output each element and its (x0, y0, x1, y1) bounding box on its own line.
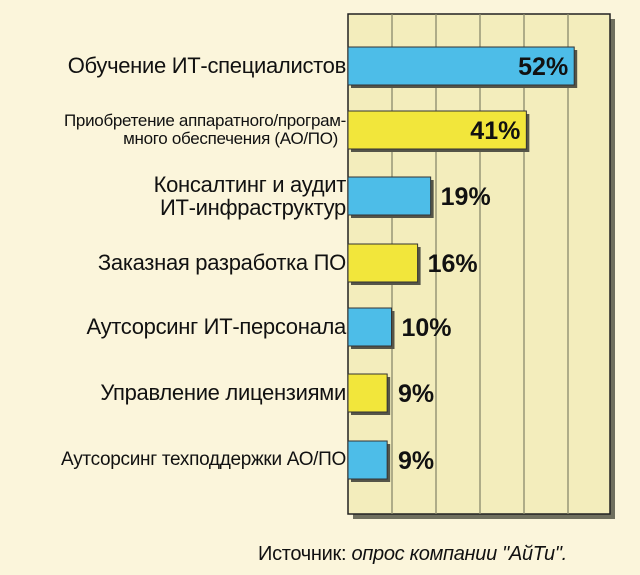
bar (347, 46, 575, 86)
bar (347, 440, 388, 480)
category-label-line: Консалтинг и аудит (153, 171, 347, 197)
source-note: Источник: опрос компании "АйТи". (258, 543, 567, 566)
value-label: 9% (398, 380, 434, 408)
bar (347, 373, 388, 413)
category-label: Приобретение аппаратного/програм-много о… (64, 112, 346, 148)
bar (347, 243, 419, 283)
value-label: 19% (441, 183, 491, 211)
category-label: Обучение ИТ-специалистов (67, 53, 347, 79)
category-label-line: много обеспечения (АО/ПО) (123, 128, 338, 148)
category-label-line: Заказная разработка ПО (97, 250, 346, 276)
category-label-line: Аутсорсинг техподдержки АО/ПО (61, 449, 346, 471)
gridlines (391, 14, 569, 514)
category-label-line: Обучение ИТ-специалистов (67, 53, 347, 79)
bars (347, 46, 578, 482)
category-label: Аутсорсинг техподдержки АО/ПО (61, 450, 346, 470)
category-label-line: Управление лицензиями (100, 380, 346, 406)
bar (347, 110, 527, 150)
source-prefix: Источник: (258, 543, 352, 565)
value-label: 41% (470, 117, 520, 145)
category-label: Консалтинг и аудит ИТ-инфраструктур (153, 171, 347, 220)
category-label: Аутсорсинг ИТ-персонала (86, 315, 346, 338)
category-label: Заказная разработка ПО (98, 251, 346, 274)
category-label: Управление лицензиями (100, 381, 346, 404)
value-label: 9% (398, 447, 434, 475)
category-label-line: Приобретение аппаратного/програм- (64, 111, 346, 131)
bar (347, 307, 392, 347)
value-labels: 52% 41% 19% 16% 10% 9% 9% (398, 53, 568, 475)
category-label-line: ИТ-инфраструктур (159, 194, 346, 220)
value-label: 16% (428, 250, 478, 278)
source-text: опрос компании "АйТи". (351, 543, 568, 565)
value-label: 52% (518, 53, 568, 81)
value-label: 10% (402, 314, 452, 342)
category-label-line: Аутсорсинг ИТ-персонала (86, 314, 346, 340)
bar (347, 176, 432, 216)
